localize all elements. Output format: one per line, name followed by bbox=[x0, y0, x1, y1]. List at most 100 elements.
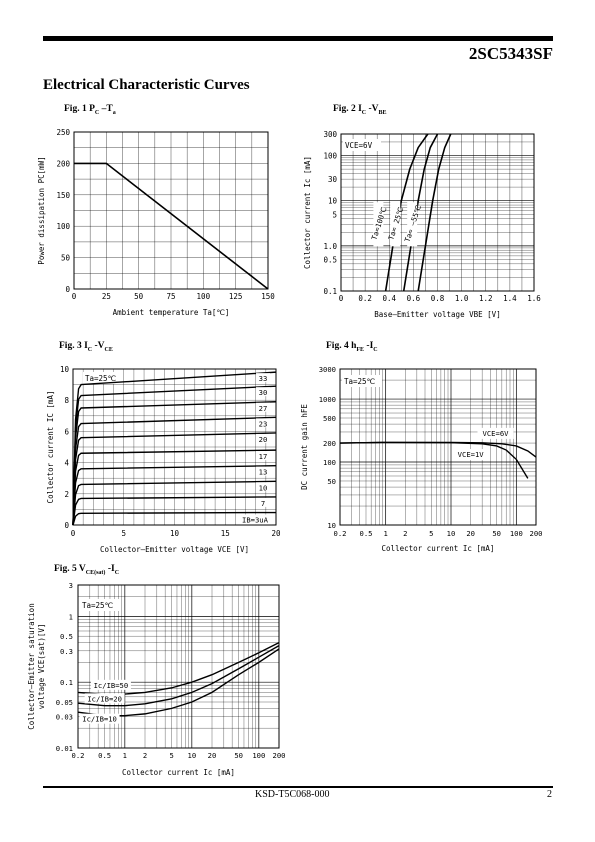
fig3-curve-label: 23 bbox=[259, 419, 268, 428]
fig1-ytick-label: 0 bbox=[65, 285, 70, 294]
fig2-ytick-label: 300 bbox=[323, 130, 337, 139]
fig4-ytick-label: 100 bbox=[323, 458, 336, 467]
fig4-annotation: Ta=25℃ bbox=[344, 377, 376, 386]
fig5-ytick-label: 0.1 bbox=[60, 678, 73, 687]
fig1-xtick-label: 0 bbox=[72, 292, 77, 301]
fig5-xtick-label: 20 bbox=[208, 751, 217, 760]
fig3-curve-label: 17 bbox=[259, 452, 268, 461]
fig5-annotation-bg bbox=[80, 599, 120, 611]
fig2-curve-label: Ta= –55℃ bbox=[403, 204, 423, 243]
fig2-xtick-label: 0.4 bbox=[382, 294, 396, 303]
fig3-curve-label-bg bbox=[256, 497, 270, 507]
fig3-curve-label-bg bbox=[256, 482, 270, 492]
fig2-xtick-label: 1.0 bbox=[455, 294, 469, 303]
section-title: Electrical Characteristic Curves bbox=[43, 77, 250, 93]
fig3-x-axis-label: Collector–Emitter voltage VCE [V] bbox=[100, 545, 249, 554]
fig3-curve-label-bg bbox=[256, 402, 270, 412]
fig2-curve-label: Ta=100℃ bbox=[369, 206, 388, 241]
fig3-curve-label: 10 bbox=[259, 483, 268, 492]
fig1-ytick-label: 150 bbox=[56, 191, 70, 200]
fig2-xtick-label: 1.6 bbox=[527, 294, 541, 303]
fig2-caption: Fig. 2 IC -VBE bbox=[333, 104, 387, 116]
fig1-ytick-label: 100 bbox=[56, 222, 70, 231]
fig1-series-line bbox=[74, 162, 269, 290]
fig5-xtick-label: 1 bbox=[123, 751, 127, 760]
fig4-xtick-label: 5 bbox=[429, 529, 433, 538]
fig4-xtick-label: 20 bbox=[466, 529, 475, 538]
fig3-curve-label-bg bbox=[256, 451, 270, 461]
fig5-xtick-label: 5 bbox=[169, 751, 173, 760]
fig4-y-axis-label: DC current gain hFE bbox=[300, 404, 309, 490]
fig1-xtick-label: 75 bbox=[166, 292, 175, 301]
fig2-ytick-label: 100 bbox=[323, 152, 337, 161]
fig3-xtick-label: 10 bbox=[170, 529, 180, 538]
fig4-x-axis-label: Collector current Ic [mA] bbox=[382, 544, 495, 553]
fig1-x-axis-label: Ambient temperature Ta[℃] bbox=[113, 308, 230, 317]
fig3-ytick-label: 2 bbox=[64, 490, 69, 499]
fig5-xtick-label: 200 bbox=[273, 751, 286, 760]
fig2-xtick-label: 0 bbox=[339, 294, 344, 303]
fig2-y-axis-label: Collector current Ic [mA] bbox=[303, 156, 312, 269]
fig2-xtick-label: 0.8 bbox=[431, 294, 445, 303]
fig2-curve-label-bg bbox=[390, 202, 401, 247]
footer-rule bbox=[43, 786, 553, 788]
fig5-ytick-label: 0.5 bbox=[60, 632, 73, 641]
fig1-xtick-label: 50 bbox=[134, 292, 144, 301]
fig5-ytick-label: 0.01 bbox=[56, 744, 73, 753]
part-number: 2SC5343SF bbox=[468, 44, 553, 63]
fig3-curve-label: IB=3uA bbox=[242, 516, 269, 525]
fig2-xtick-label: 1.4 bbox=[503, 294, 517, 303]
fig5-ytick-label: 1 bbox=[69, 612, 73, 621]
fig1-xtick-label: 125 bbox=[229, 292, 243, 301]
fig3-curve-label-bg bbox=[256, 387, 270, 397]
fig2-ytick-label: 5 bbox=[332, 210, 337, 219]
fig5-y-axis-label: voltage VCE(sat)[V] bbox=[37, 624, 46, 710]
fig3-curve-label-bg bbox=[256, 433, 270, 443]
fig3-curve-label: 27 bbox=[259, 404, 268, 413]
fig1-ytick-label: 200 bbox=[56, 159, 70, 168]
fig3-series-line-7 bbox=[72, 480, 277, 526]
fig4-frame bbox=[339, 368, 537, 526]
fig3-curve-label: 7 bbox=[261, 499, 265, 508]
fig5-series-line-1 bbox=[77, 644, 280, 707]
fig4-xtick-label: 100 bbox=[510, 529, 523, 538]
fig2-x-axis-label: Base–Emitter voltage VBE [V] bbox=[374, 310, 500, 319]
fig4-curve-label: VCE=6V bbox=[483, 429, 510, 438]
fig5-frame bbox=[77, 584, 280, 749]
fig5-curve-label-bg bbox=[84, 693, 125, 704]
fig3-xtick-label: 0 bbox=[71, 529, 76, 538]
fig5-ytick-label: 0.05 bbox=[56, 698, 73, 707]
document-code: KSD-T5C068-000 bbox=[255, 789, 330, 800]
fig3-curve-label-bg bbox=[256, 466, 270, 476]
fig2-ytick-label: 0.5 bbox=[323, 255, 337, 264]
fig2-ytick-label: 0.1 bbox=[323, 287, 337, 296]
fig3-curve-label-bg bbox=[256, 418, 270, 428]
fig3-annotation: Ta=25℃ bbox=[85, 374, 117, 383]
fig5-caption: Fig. 5 VCE(sat) -IC bbox=[54, 564, 120, 576]
fig5-curve-label-bg bbox=[79, 713, 120, 724]
fig1-ytick-label: 50 bbox=[61, 254, 71, 263]
fig4-ytick-label: 200 bbox=[323, 439, 336, 448]
fig3-xtick-label: 15 bbox=[221, 529, 230, 538]
fig5-curve-label: Ic/IB=50 bbox=[94, 681, 129, 690]
fig2-ytick-label: 10 bbox=[328, 197, 338, 206]
fig4-curve-label-bg bbox=[452, 449, 489, 461]
fig5-x-axis-label: Collector current Ic [mA] bbox=[122, 768, 235, 777]
fig3-curve-label: 20 bbox=[259, 435, 268, 444]
fig5-curve-label: Ic/IB=10 bbox=[82, 715, 117, 724]
fig5-xtick-label: 2 bbox=[143, 751, 147, 760]
fig4-series-line-1 bbox=[339, 441, 529, 479]
fig3-frame bbox=[72, 368, 277, 526]
fig4-curve-label: VCE=1V bbox=[458, 450, 485, 459]
fig3-ytick-label: 0 bbox=[64, 521, 69, 530]
fig5-ytick-label: 0.3 bbox=[60, 647, 73, 656]
fig5-xtick-label: 0.5 bbox=[98, 751, 111, 760]
fig3-curve-label: 33 bbox=[259, 374, 268, 383]
fig1-y-axis-label: Power dissipation PC[mW] bbox=[37, 156, 46, 264]
fig4-xtick-label: 2 bbox=[403, 529, 407, 538]
fig3-xtick-label: 5 bbox=[121, 529, 126, 538]
fig4-ytick-label: 50 bbox=[327, 477, 336, 486]
fig4-ytick-label: 1000 bbox=[319, 395, 336, 404]
fig4-xtick-label: 10 bbox=[447, 529, 456, 538]
